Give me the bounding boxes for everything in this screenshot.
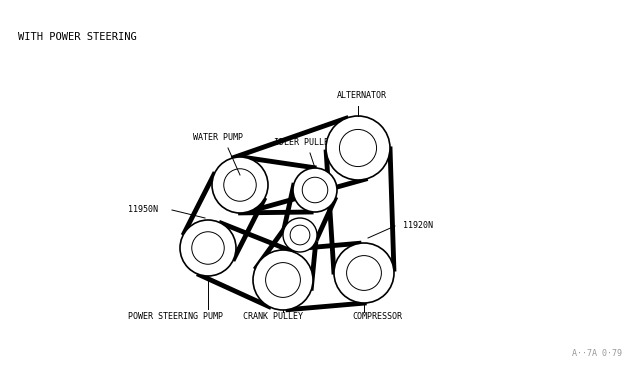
Text: WITH POWER STEERING: WITH POWER STEERING	[18, 32, 137, 42]
Circle shape	[212, 157, 268, 213]
Circle shape	[293, 168, 337, 212]
Text: 11950N: 11950N	[128, 205, 158, 215]
Circle shape	[283, 218, 317, 252]
Text: CRANK PULLEY: CRANK PULLEY	[243, 312, 303, 321]
Circle shape	[180, 220, 236, 276]
Circle shape	[253, 250, 313, 310]
Text: IDLER PULLEY: IDLER PULLEY	[274, 138, 334, 147]
Text: COMPRESSOR: COMPRESSOR	[352, 312, 402, 321]
Text: A··7A 0·79: A··7A 0·79	[572, 349, 622, 358]
Text: 11920N: 11920N	[403, 221, 433, 231]
Text: ALTERNATOR: ALTERNATOR	[337, 91, 387, 100]
Text: POWER STEERING PUMP: POWER STEERING PUMP	[128, 312, 223, 321]
Circle shape	[326, 116, 390, 180]
Circle shape	[334, 243, 394, 303]
Text: WATER PUMP: WATER PUMP	[193, 133, 243, 142]
